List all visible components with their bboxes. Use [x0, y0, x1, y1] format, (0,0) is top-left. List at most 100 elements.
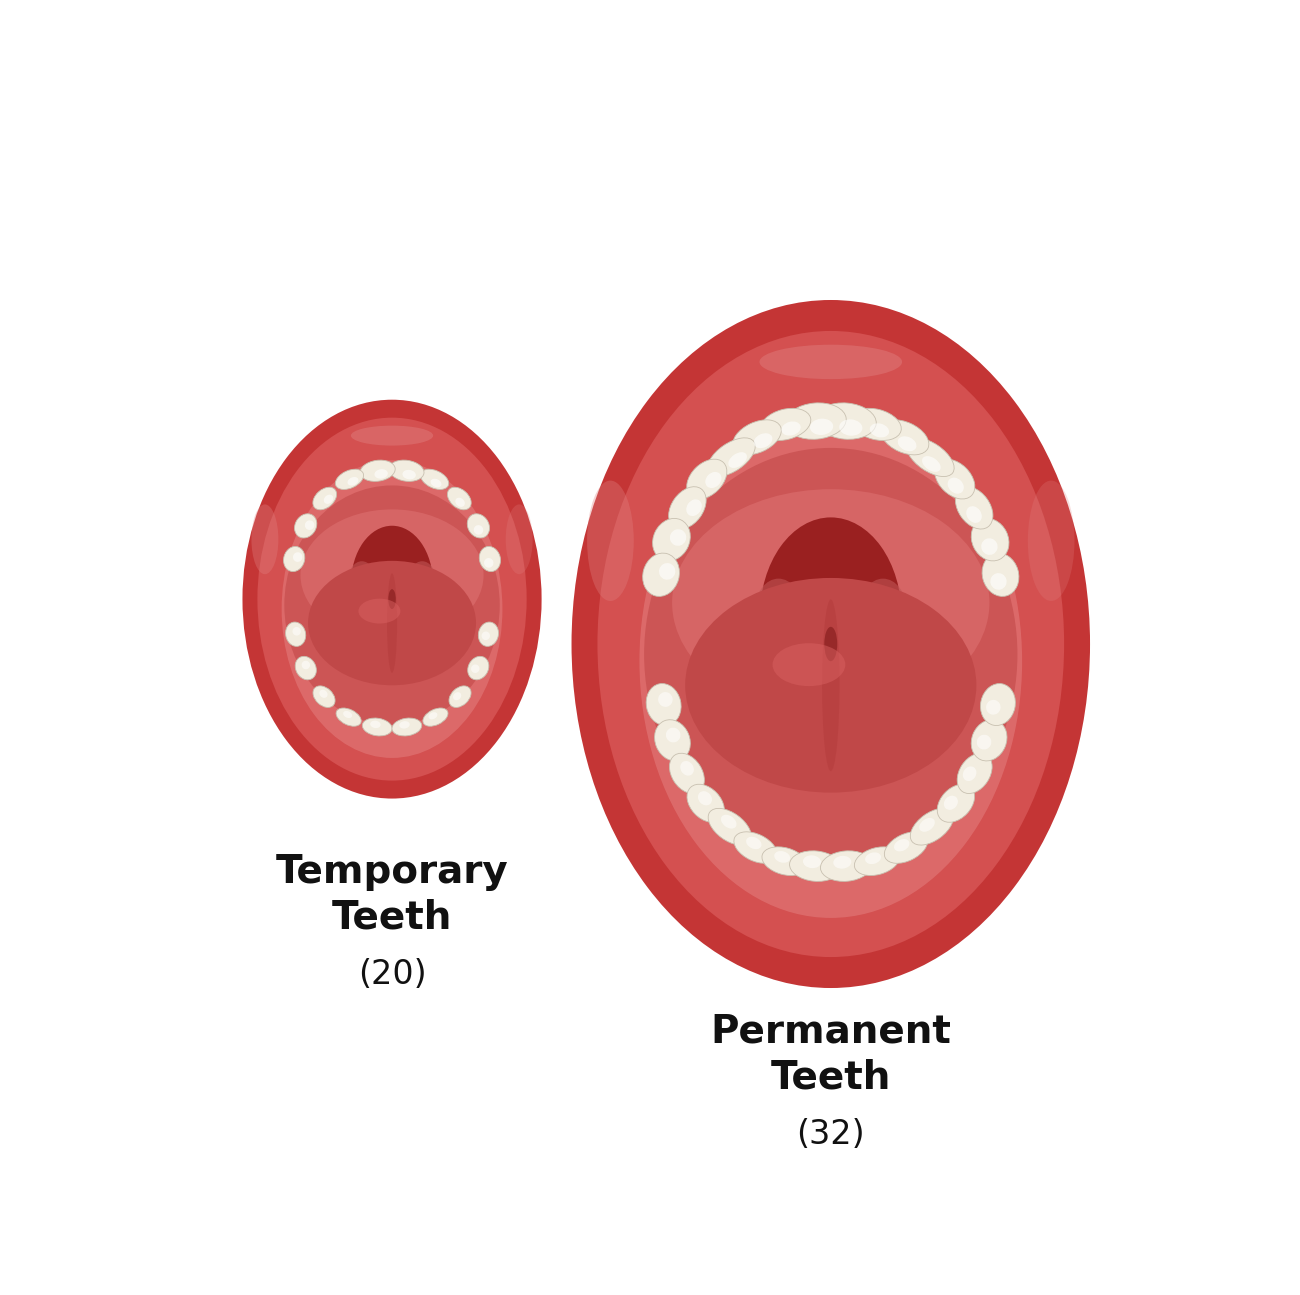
Ellipse shape — [762, 847, 807, 875]
Ellipse shape — [991, 574, 1006, 589]
Ellipse shape — [251, 505, 278, 574]
Text: Temporary
Teeth: Temporary Teeth — [276, 853, 508, 936]
Ellipse shape — [728, 452, 748, 467]
Ellipse shape — [324, 495, 333, 504]
Ellipse shape — [292, 552, 303, 562]
Ellipse shape — [859, 579, 906, 641]
Ellipse shape — [257, 418, 526, 781]
Ellipse shape — [335, 469, 364, 490]
Ellipse shape — [659, 563, 675, 580]
Ellipse shape — [803, 855, 822, 868]
Ellipse shape — [666, 728, 680, 742]
Ellipse shape — [935, 460, 975, 499]
Text: (32): (32) — [797, 1118, 864, 1151]
Ellipse shape — [642, 553, 680, 597]
Ellipse shape — [822, 600, 840, 771]
Ellipse shape — [708, 808, 751, 846]
Ellipse shape — [937, 785, 975, 822]
Ellipse shape — [471, 664, 480, 673]
Ellipse shape — [772, 644, 845, 686]
Ellipse shape — [759, 518, 902, 716]
Ellipse shape — [956, 487, 993, 530]
Ellipse shape — [810, 418, 833, 435]
Ellipse shape — [971, 720, 1008, 761]
Ellipse shape — [870, 423, 889, 438]
Ellipse shape — [833, 856, 852, 869]
Ellipse shape — [292, 627, 300, 636]
Ellipse shape — [884, 831, 928, 864]
Text: (20): (20) — [358, 958, 426, 991]
Ellipse shape — [588, 480, 633, 601]
Ellipse shape — [646, 684, 681, 725]
Ellipse shape — [360, 460, 395, 482]
Ellipse shape — [880, 420, 929, 455]
Ellipse shape — [948, 478, 963, 493]
Ellipse shape — [403, 470, 416, 479]
Ellipse shape — [393, 717, 421, 736]
Ellipse shape — [448, 686, 471, 707]
Ellipse shape — [815, 403, 876, 439]
Ellipse shape — [898, 436, 916, 451]
Ellipse shape — [670, 754, 705, 794]
Ellipse shape — [760, 408, 811, 440]
Ellipse shape — [351, 426, 433, 445]
Ellipse shape — [429, 712, 437, 719]
Text: Permanent
Teeth: Permanent Teeth — [710, 1013, 952, 1097]
Text: Image ID: F2HCE0: Image ID: F2HCE0 — [1118, 1251, 1212, 1261]
Ellipse shape — [971, 518, 1009, 561]
Ellipse shape — [722, 815, 737, 829]
Ellipse shape — [348, 561, 376, 597]
Ellipse shape — [389, 589, 395, 609]
Ellipse shape — [755, 579, 802, 641]
Ellipse shape — [982, 539, 997, 554]
Ellipse shape — [698, 791, 712, 805]
Ellipse shape — [686, 460, 727, 499]
Ellipse shape — [759, 344, 902, 379]
Ellipse shape — [980, 684, 1015, 725]
Ellipse shape — [733, 420, 781, 455]
Ellipse shape — [387, 574, 396, 673]
Ellipse shape — [243, 400, 542, 799]
Ellipse shape — [370, 720, 381, 728]
Ellipse shape — [302, 660, 309, 670]
Ellipse shape — [644, 448, 1018, 861]
Ellipse shape — [300, 509, 484, 641]
Ellipse shape — [308, 561, 476, 685]
Ellipse shape — [480, 546, 500, 571]
Ellipse shape — [351, 526, 433, 641]
Ellipse shape — [854, 847, 900, 875]
Ellipse shape — [363, 717, 393, 736]
Ellipse shape — [389, 460, 424, 482]
Ellipse shape — [295, 514, 317, 537]
Ellipse shape — [850, 408, 901, 440]
Ellipse shape — [957, 754, 992, 794]
Ellipse shape — [295, 657, 316, 680]
Ellipse shape — [455, 497, 465, 506]
Ellipse shape — [668, 487, 706, 530]
Ellipse shape — [343, 711, 352, 717]
Ellipse shape — [420, 469, 448, 490]
Ellipse shape — [894, 839, 910, 851]
Ellipse shape — [286, 622, 306, 646]
Ellipse shape — [987, 699, 1001, 715]
Ellipse shape — [468, 657, 489, 680]
Ellipse shape — [824, 627, 837, 662]
Ellipse shape — [320, 690, 328, 698]
Ellipse shape — [686, 785, 724, 822]
Ellipse shape — [467, 514, 490, 537]
Ellipse shape — [785, 403, 846, 439]
Ellipse shape — [481, 632, 490, 640]
Ellipse shape — [686, 500, 702, 515]
Ellipse shape — [966, 506, 982, 523]
Ellipse shape — [820, 851, 872, 882]
Ellipse shape — [754, 434, 772, 448]
Ellipse shape — [658, 692, 672, 707]
Ellipse shape — [337, 708, 361, 726]
Ellipse shape — [399, 721, 410, 729]
Ellipse shape — [430, 479, 442, 487]
Ellipse shape — [963, 767, 976, 781]
Ellipse shape — [452, 692, 462, 701]
Text: www.alamy.com: www.alamy.com — [1118, 1274, 1202, 1285]
Ellipse shape — [976, 734, 992, 750]
Ellipse shape — [922, 456, 941, 471]
